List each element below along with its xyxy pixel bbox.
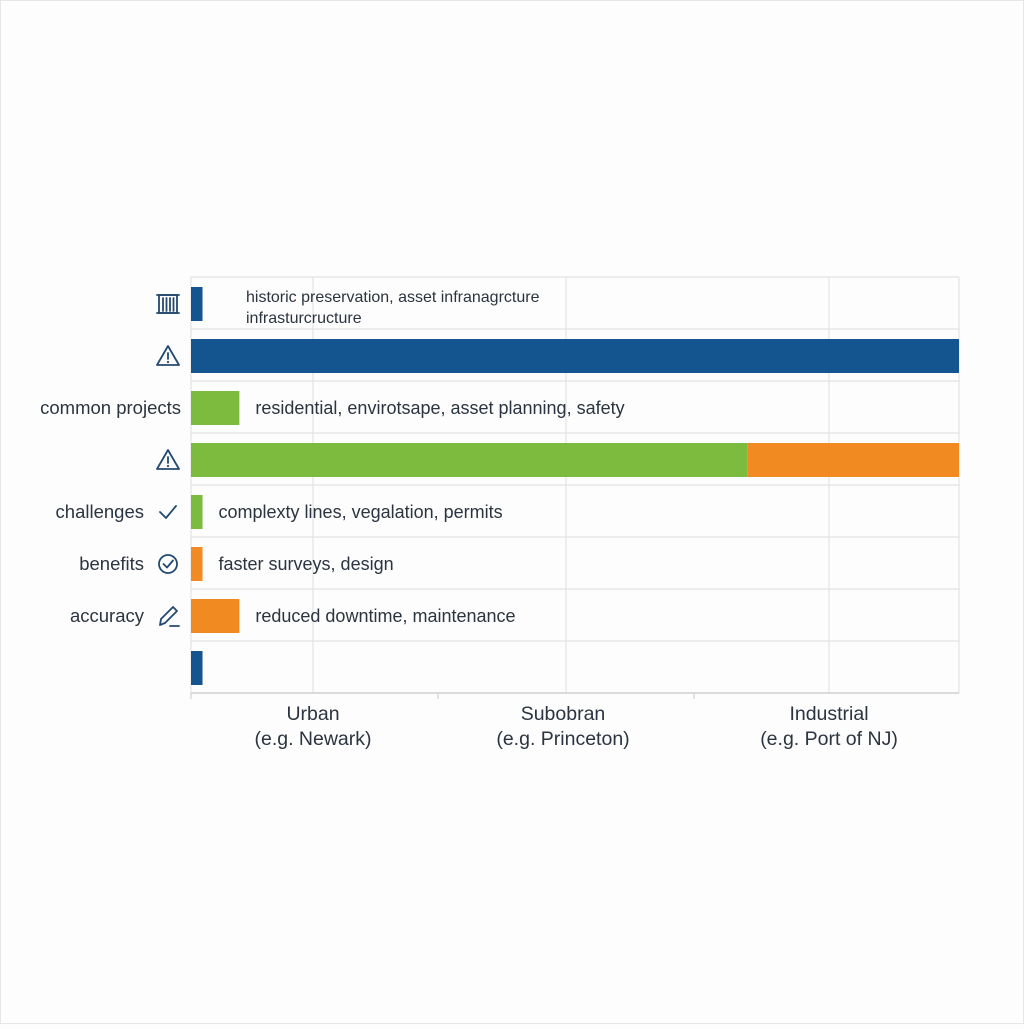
bar-segment-green [191,495,203,529]
labels: historic preservation, asset infranagrct… [40,289,624,626]
bar-annotation: historic preservation, asset infranagrct… [246,289,540,306]
row-label: challenges [56,501,144,522]
bar-annotation: residential, envirotsape, asset planning… [255,398,624,418]
bar-annotation: infrasturcructure [246,310,362,327]
category-sublabel: (e.g. Port of NJ) [760,728,898,750]
warning-icon [156,449,180,470]
bar-annotation: complexty lines, vegalation, permits [219,502,503,522]
bar-segment-orange [191,599,240,633]
bar-segment-blue [191,651,203,685]
bar-annotation: reduced downtime, maintenance [255,606,515,626]
row-label: accuracy [70,605,145,626]
check-icon [159,505,177,519]
category-label: Urban [286,703,339,725]
bar-segment-orange [747,443,959,477]
bar-segment-green [191,443,748,477]
warning-icon [156,345,180,366]
category-label: Industrial [789,703,868,725]
pencil-icon [159,606,180,627]
category-label: Subobran [521,703,606,725]
bar-segment-orange [191,547,203,581]
x-axis: Urban (e.g. Newark) Subobran (e.g. Princeto… [190,692,959,750]
bars [191,287,959,685]
building-icon [156,294,180,314]
check-circle-icon [158,554,178,574]
bar-annotation: faster surveys, design [219,554,394,574]
bar-segment-blue [191,339,959,373]
row-icons [156,294,180,627]
category-sublabel: (e.g. Newark) [254,728,371,750]
bar-segment-blue [191,287,203,321]
category-sublabel: (e.g. Princeton) [496,728,629,750]
row-label: benefits [79,553,144,574]
bar-segment-green [191,391,240,425]
row-label: common projects [40,397,181,418]
